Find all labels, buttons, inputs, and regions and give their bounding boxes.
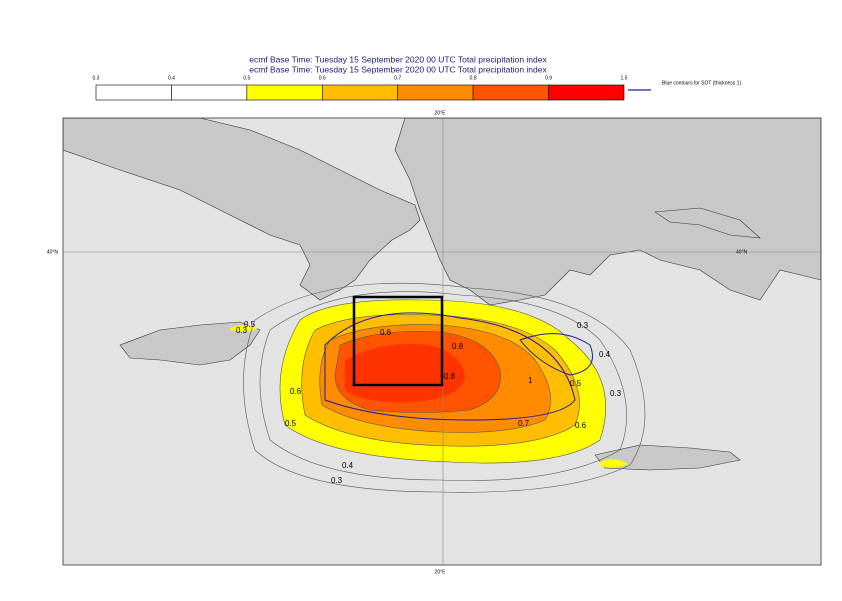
contour-label: 0.7 bbox=[518, 419, 530, 428]
lat-label: 40°N bbox=[736, 249, 748, 255]
contour-label: 0.4 bbox=[342, 461, 354, 470]
colorbar-segment bbox=[95, 84, 172, 101]
contour-label: 0.6 bbox=[290, 387, 302, 396]
contour-label: 0.6 bbox=[380, 328, 392, 337]
legend-text: Blue contours for SOT (thickness 1) bbox=[662, 80, 741, 86]
lat-label: 40°N bbox=[47, 249, 59, 255]
contour-label: 0.3 bbox=[236, 326, 248, 335]
colorbar-tick-label: 0.8 bbox=[470, 75, 477, 81]
title-line: ecmf Base Time: Tuesday 15 September 202… bbox=[249, 64, 547, 74]
contour-label: 0.6 bbox=[575, 421, 587, 430]
map: 0.3 0.5 0.6 0.8 0.8 1 0.7 0.6 0.5 0.4 0.… bbox=[63, 118, 821, 565]
contour-label: 0.4 bbox=[599, 350, 611, 359]
colorbar-segment bbox=[472, 84, 549, 101]
colorbar-tick-label: 0.5 bbox=[243, 75, 250, 81]
contour-label: 0.3 bbox=[331, 476, 343, 485]
colorbar-tick-label: 0.4 bbox=[168, 75, 175, 81]
contour-label: 0.5 bbox=[285, 419, 297, 428]
colorbar-segment bbox=[321, 84, 399, 101]
contour-label: 0.8 bbox=[452, 342, 464, 351]
colorbar-segment bbox=[548, 84, 625, 101]
colorbar-tick-label: 1.5 bbox=[621, 75, 628, 81]
contour-label: 0.5 bbox=[570, 379, 582, 388]
contour-label: 0.3 bbox=[610, 389, 622, 398]
colorbar-tick-label: 0.3 bbox=[93, 75, 100, 81]
contour-labels: 0.3 0.5 0.6 0.8 0.8 1 0.7 0.6 0.5 0.4 0.… bbox=[236, 320, 622, 485]
focus-box bbox=[352, 295, 444, 387]
colorbar-tick-label: 0.7 bbox=[394, 75, 401, 81]
colorbar-tick-label: 0.6 bbox=[319, 75, 326, 81]
colorbar-segment bbox=[171, 84, 248, 101]
title-line: ecmf Base Time: Tuesday 15 September 202… bbox=[249, 54, 547, 64]
lon-label: 20°E bbox=[435, 569, 447, 575]
contour-label: 0.3 bbox=[577, 321, 589, 330]
map-frame bbox=[62, 117, 822, 566]
contour-label: 1 bbox=[528, 376, 533, 385]
colorbar-segment bbox=[246, 84, 323, 101]
colorbar: 0.3 0.4 0.5 0.6 0.7 0.8 0.9 1.5 bbox=[93, 75, 628, 101]
lon-label: 20°E bbox=[435, 110, 447, 116]
colorbar-tick-label: 0.9 bbox=[545, 75, 552, 81]
contour-label: 0.5 bbox=[244, 320, 256, 329]
colorbar-segment bbox=[397, 84, 474, 101]
land bbox=[63, 118, 821, 471]
contour-label: 0.8 bbox=[444, 372, 456, 381]
